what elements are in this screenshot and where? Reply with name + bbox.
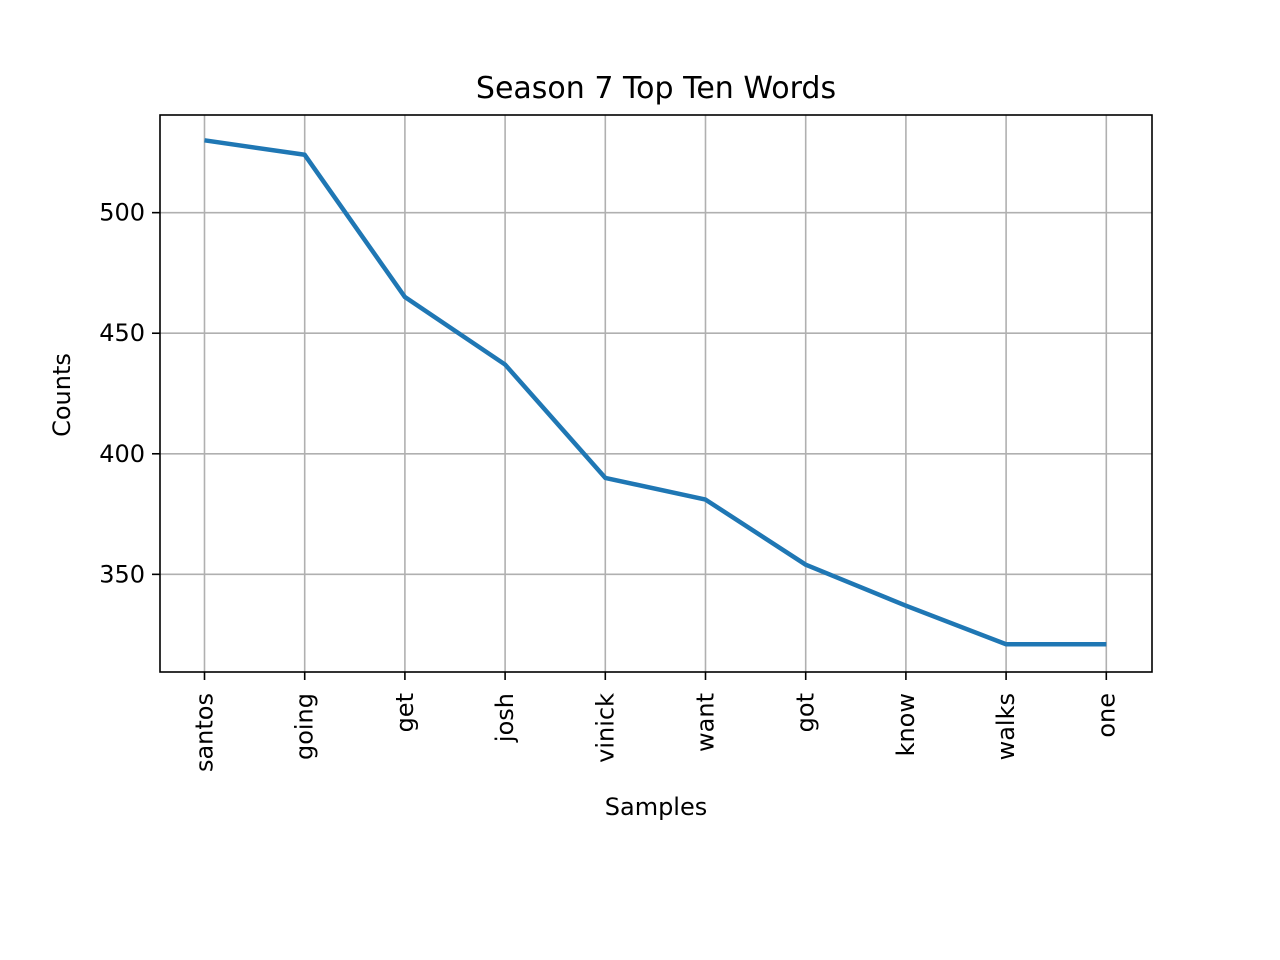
- x-tick-label: walks: [992, 693, 1020, 760]
- y-gridlines: [160, 211, 1152, 576]
- x-tick-label: got: [792, 693, 820, 732]
- y-axis-label: Counts: [48, 353, 76, 437]
- y-tick-label: 400: [99, 440, 145, 468]
- x-tick-label: know: [892, 693, 920, 756]
- y-tick-label: 450: [99, 319, 145, 347]
- y-tick-label: 500: [99, 199, 145, 227]
- x-tick-label: one: [1092, 693, 1120, 738]
- x-tick-label: going: [291, 693, 319, 760]
- chart-title: Season 7 Top Ten Words: [476, 71, 836, 106]
- x-axis-label: Samples: [605, 793, 708, 821]
- plot-area: [160, 115, 1152, 672]
- y-ticks: 350 400 450 500: [99, 199, 160, 588]
- plot-frame: [159, 114, 1153, 673]
- series-line: [204, 138, 1107, 647]
- x-tick-label: josh: [491, 693, 519, 743]
- x-tick-label: get: [391, 693, 419, 732]
- y-tick-label: 350: [99, 560, 145, 588]
- x-ticks: santos going get josh vinick want got know walks…: [191, 672, 1120, 772]
- x-gridlines: [203, 115, 1108, 672]
- x-tick-label: want: [692, 693, 720, 752]
- series-group: [204, 138, 1107, 647]
- x-tick-label: vinick: [591, 693, 619, 763]
- x-tick-label: santos: [191, 693, 219, 772]
